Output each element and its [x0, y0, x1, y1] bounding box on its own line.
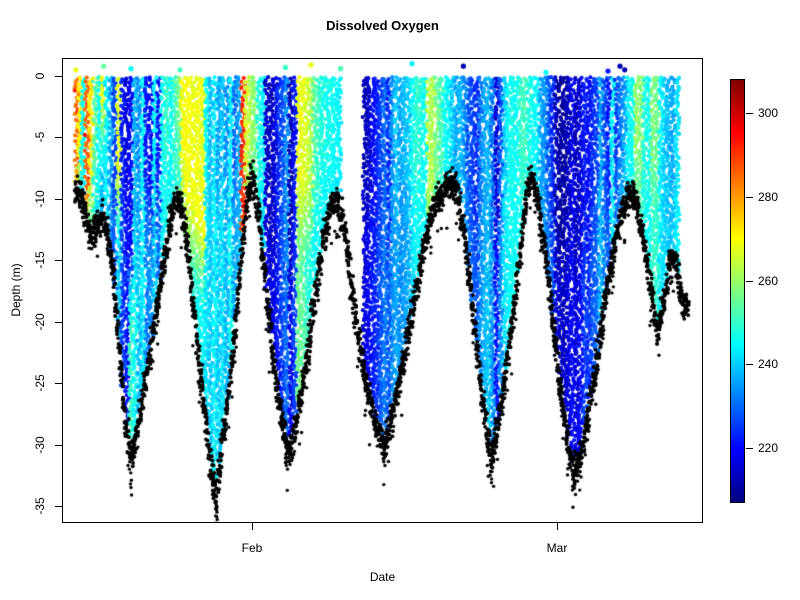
y-tick-mark — [55, 198, 62, 200]
y-tick-mark — [55, 383, 62, 385]
x-tick-label: Mar — [546, 541, 568, 555]
colorbar-tick-mark — [746, 280, 753, 282]
colorbar-tick-label: 280 — [758, 189, 779, 204]
y-tick-mark — [55, 505, 62, 507]
y-tick-label: -30 — [33, 435, 47, 454]
colorbar-tick-label: 220 — [758, 441, 779, 456]
colorbar-tick-mark — [746, 112, 753, 114]
y-tick-mark — [55, 444, 62, 446]
y-tick-mark — [55, 260, 62, 262]
y-tick-mark — [55, 137, 62, 139]
x-tick-mark — [252, 523, 253, 530]
y-tick-label: -35 — [33, 497, 47, 515]
y-tick-mark — [55, 76, 62, 77]
y-axis-label: Depth (m) — [9, 263, 23, 317]
x-axis-label: Date — [369, 570, 396, 584]
colorbar — [730, 79, 745, 503]
colorbar-tick-mark — [746, 364, 753, 366]
y-tick-label: 0 — [33, 72, 47, 80]
x-tick-label: Feb — [241, 541, 263, 555]
colorbar-tick-label: 240 — [758, 357, 779, 372]
y-tick-label: -25 — [33, 374, 47, 392]
colorbar-tick-label: 260 — [758, 273, 779, 288]
colorbar-tick-mark — [746, 196, 753, 198]
x-tick-mark — [557, 523, 558, 530]
y-tick-mark — [55, 321, 62, 323]
y-tick-label: -5 — [33, 132, 47, 143]
y-tick-label: -10 — [33, 190, 47, 208]
scatter-plot-canvas — [62, 58, 703, 523]
colorbar-tick-label: 300 — [758, 105, 779, 120]
y-tick-label: -15 — [33, 251, 47, 269]
plot-title: Dissolved Oxygen — [326, 18, 439, 33]
colorbar-tick-mark — [746, 448, 753, 450]
y-tick-label: -20 — [33, 313, 47, 331]
